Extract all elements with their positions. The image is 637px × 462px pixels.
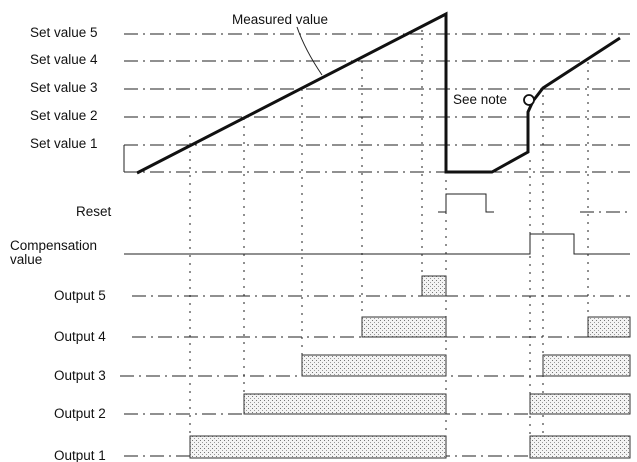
measured-value-label: Measured value xyxy=(232,12,328,27)
timing-guides xyxy=(189,30,589,440)
output-4-label: Output 4 xyxy=(54,329,106,344)
output-3-on-bar-2 xyxy=(542,354,631,377)
compensation-signal xyxy=(124,233,630,255)
measured-value-pointer xyxy=(296,26,323,76)
output-2-on-bar-2 xyxy=(529,393,631,415)
output-3-on-bar-1 xyxy=(301,354,447,377)
output-3-label: Output 3 xyxy=(54,368,106,383)
set-value-5-label: Set value 5 xyxy=(30,25,98,40)
output-4-on-bar-2 xyxy=(587,316,631,338)
output-2-label: Output 2 xyxy=(54,406,106,421)
set-value-4-label: Set value 4 xyxy=(30,52,98,67)
set-value-2-label: Set value 2 xyxy=(30,108,98,123)
compensation-label-line2: value xyxy=(10,252,42,267)
set-value-1-label: Set value 1 xyxy=(30,136,98,151)
output-1-label: Output 1 xyxy=(54,448,106,462)
reset-label: Reset xyxy=(76,204,112,219)
see-note-marker xyxy=(523,94,535,106)
output-5-label: Output 5 xyxy=(54,288,106,303)
output-2-on-bar-1 xyxy=(243,393,447,415)
output-4-on-bar-1 xyxy=(361,316,447,338)
set-value-reference-lines xyxy=(123,33,630,173)
compensation-label-line1: Compensation xyxy=(10,238,97,253)
see-note-label: See note xyxy=(453,92,507,107)
output-1-on-bar-1 xyxy=(189,435,447,459)
output-5-on-bar xyxy=(421,275,447,297)
reset-signal xyxy=(438,193,494,213)
set-value-3-label: Set value 3 xyxy=(30,80,98,95)
output-1-on-bar-2 xyxy=(529,435,631,459)
measured-value-trace xyxy=(136,11,621,175)
